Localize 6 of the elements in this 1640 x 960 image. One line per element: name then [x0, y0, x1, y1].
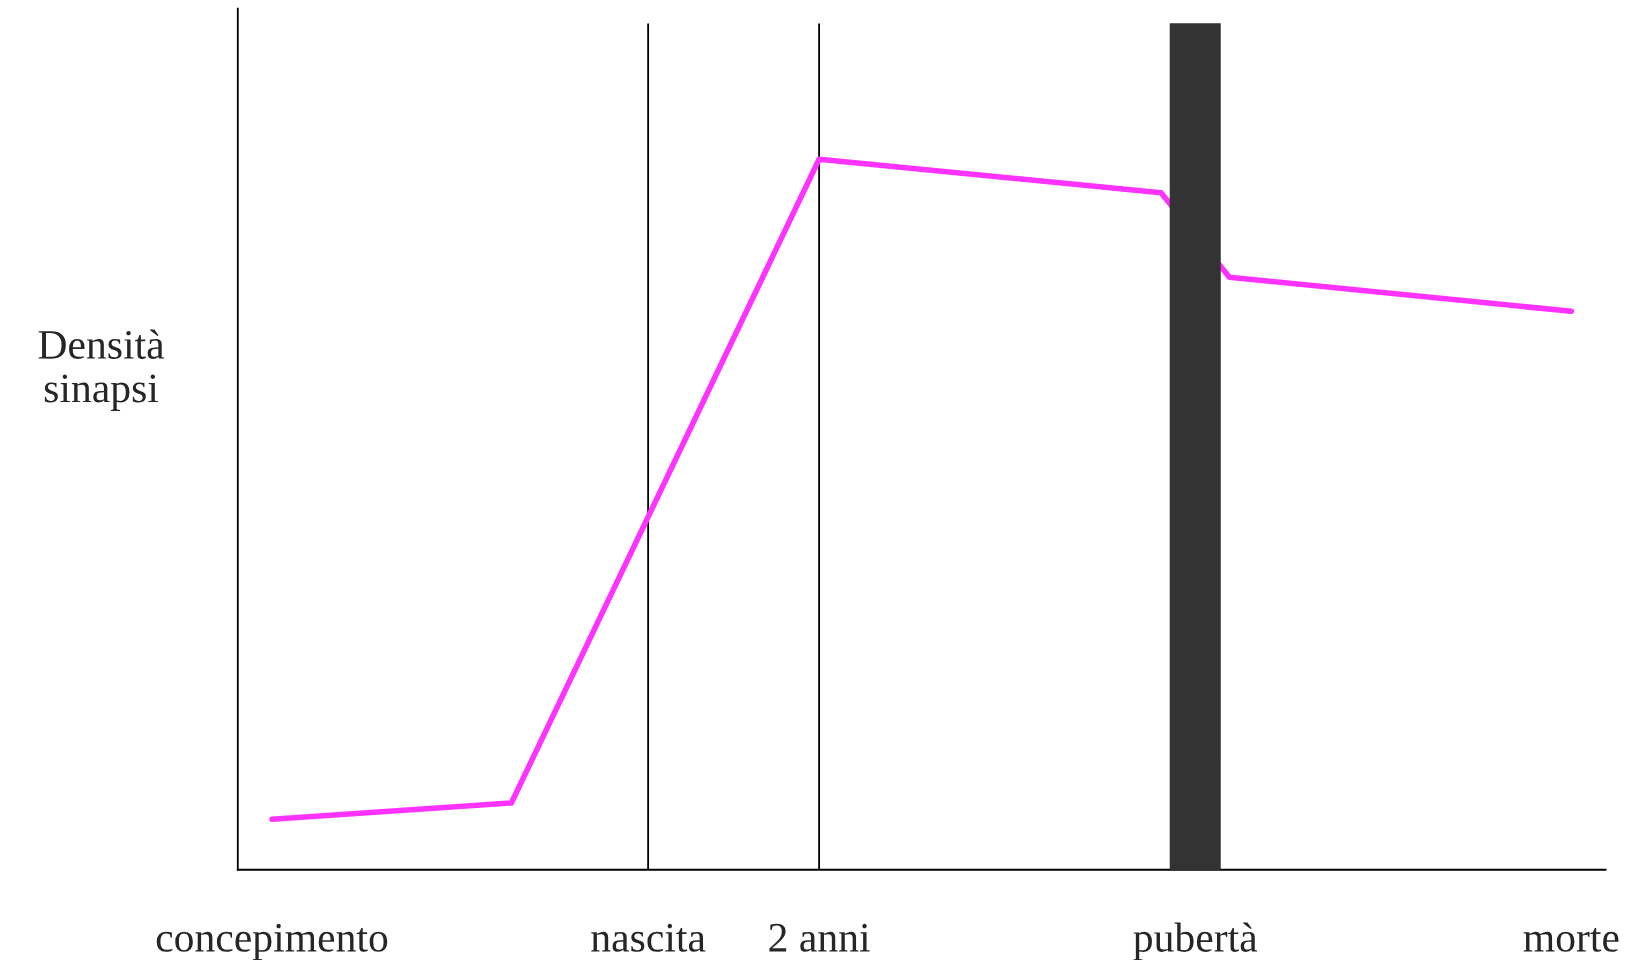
x-tick-label: nascita — [591, 923, 706, 952]
y-axis-title: Densità sinapsi — [38, 329, 165, 411]
x-tick-label: morte — [1523, 927, 1619, 952]
x-tick-label: concepimento — [156, 923, 388, 960]
x-tick-label: 2 anni — [769, 923, 870, 952]
x-tick-label: pubertà — [1133, 922, 1258, 960]
